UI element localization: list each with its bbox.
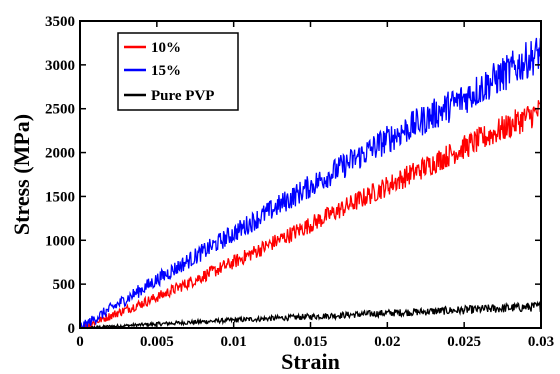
x-tick-label: 0.005 — [140, 334, 174, 350]
y-tick-label: 1000 — [45, 233, 75, 249]
y-tick-label: 3000 — [45, 58, 75, 74]
legend-label-10-percent: 10% — [151, 40, 181, 56]
y-axis-title: Stress (MPa) — [9, 114, 34, 235]
x-tick-label: 0.02 — [374, 334, 400, 350]
ticks-layer — [79, 20, 542, 329]
x-tick-label: 0.01 — [221, 334, 247, 350]
y-tick-label: 500 — [53, 277, 76, 293]
series-10-percent — [79, 100, 542, 329]
y-tick-labels: 0 500 1000 1500 2000 2500 3000 3500 — [45, 14, 75, 337]
x-tick-label: 0.025 — [447, 334, 481, 350]
legend-label-15-percent: 15% — [151, 63, 181, 79]
x-tick-label: 0.03 — [528, 334, 554, 350]
y-tick-label: 1500 — [45, 189, 75, 205]
y-tick-label: 0 — [68, 321, 76, 337]
x-tick-label: 0 — [76, 334, 84, 350]
y-tick-label: 2000 — [45, 146, 75, 162]
legend: 10% 15% Pure PVP — [117, 32, 239, 111]
x-tick-labels: 0 0.005 0.01 0.015 0.02 0.025 0.03 — [76, 334, 554, 350]
legend-label-pure-pvp: Pure PVP — [151, 88, 214, 104]
x-tick-label: 0.015 — [294, 334, 328, 350]
x-axis-title: Strain — [281, 349, 340, 374]
series-15-percent — [80, 37, 542, 329]
y-tick-label: 3500 — [45, 14, 75, 30]
y-tick-label: 2500 — [45, 102, 75, 118]
